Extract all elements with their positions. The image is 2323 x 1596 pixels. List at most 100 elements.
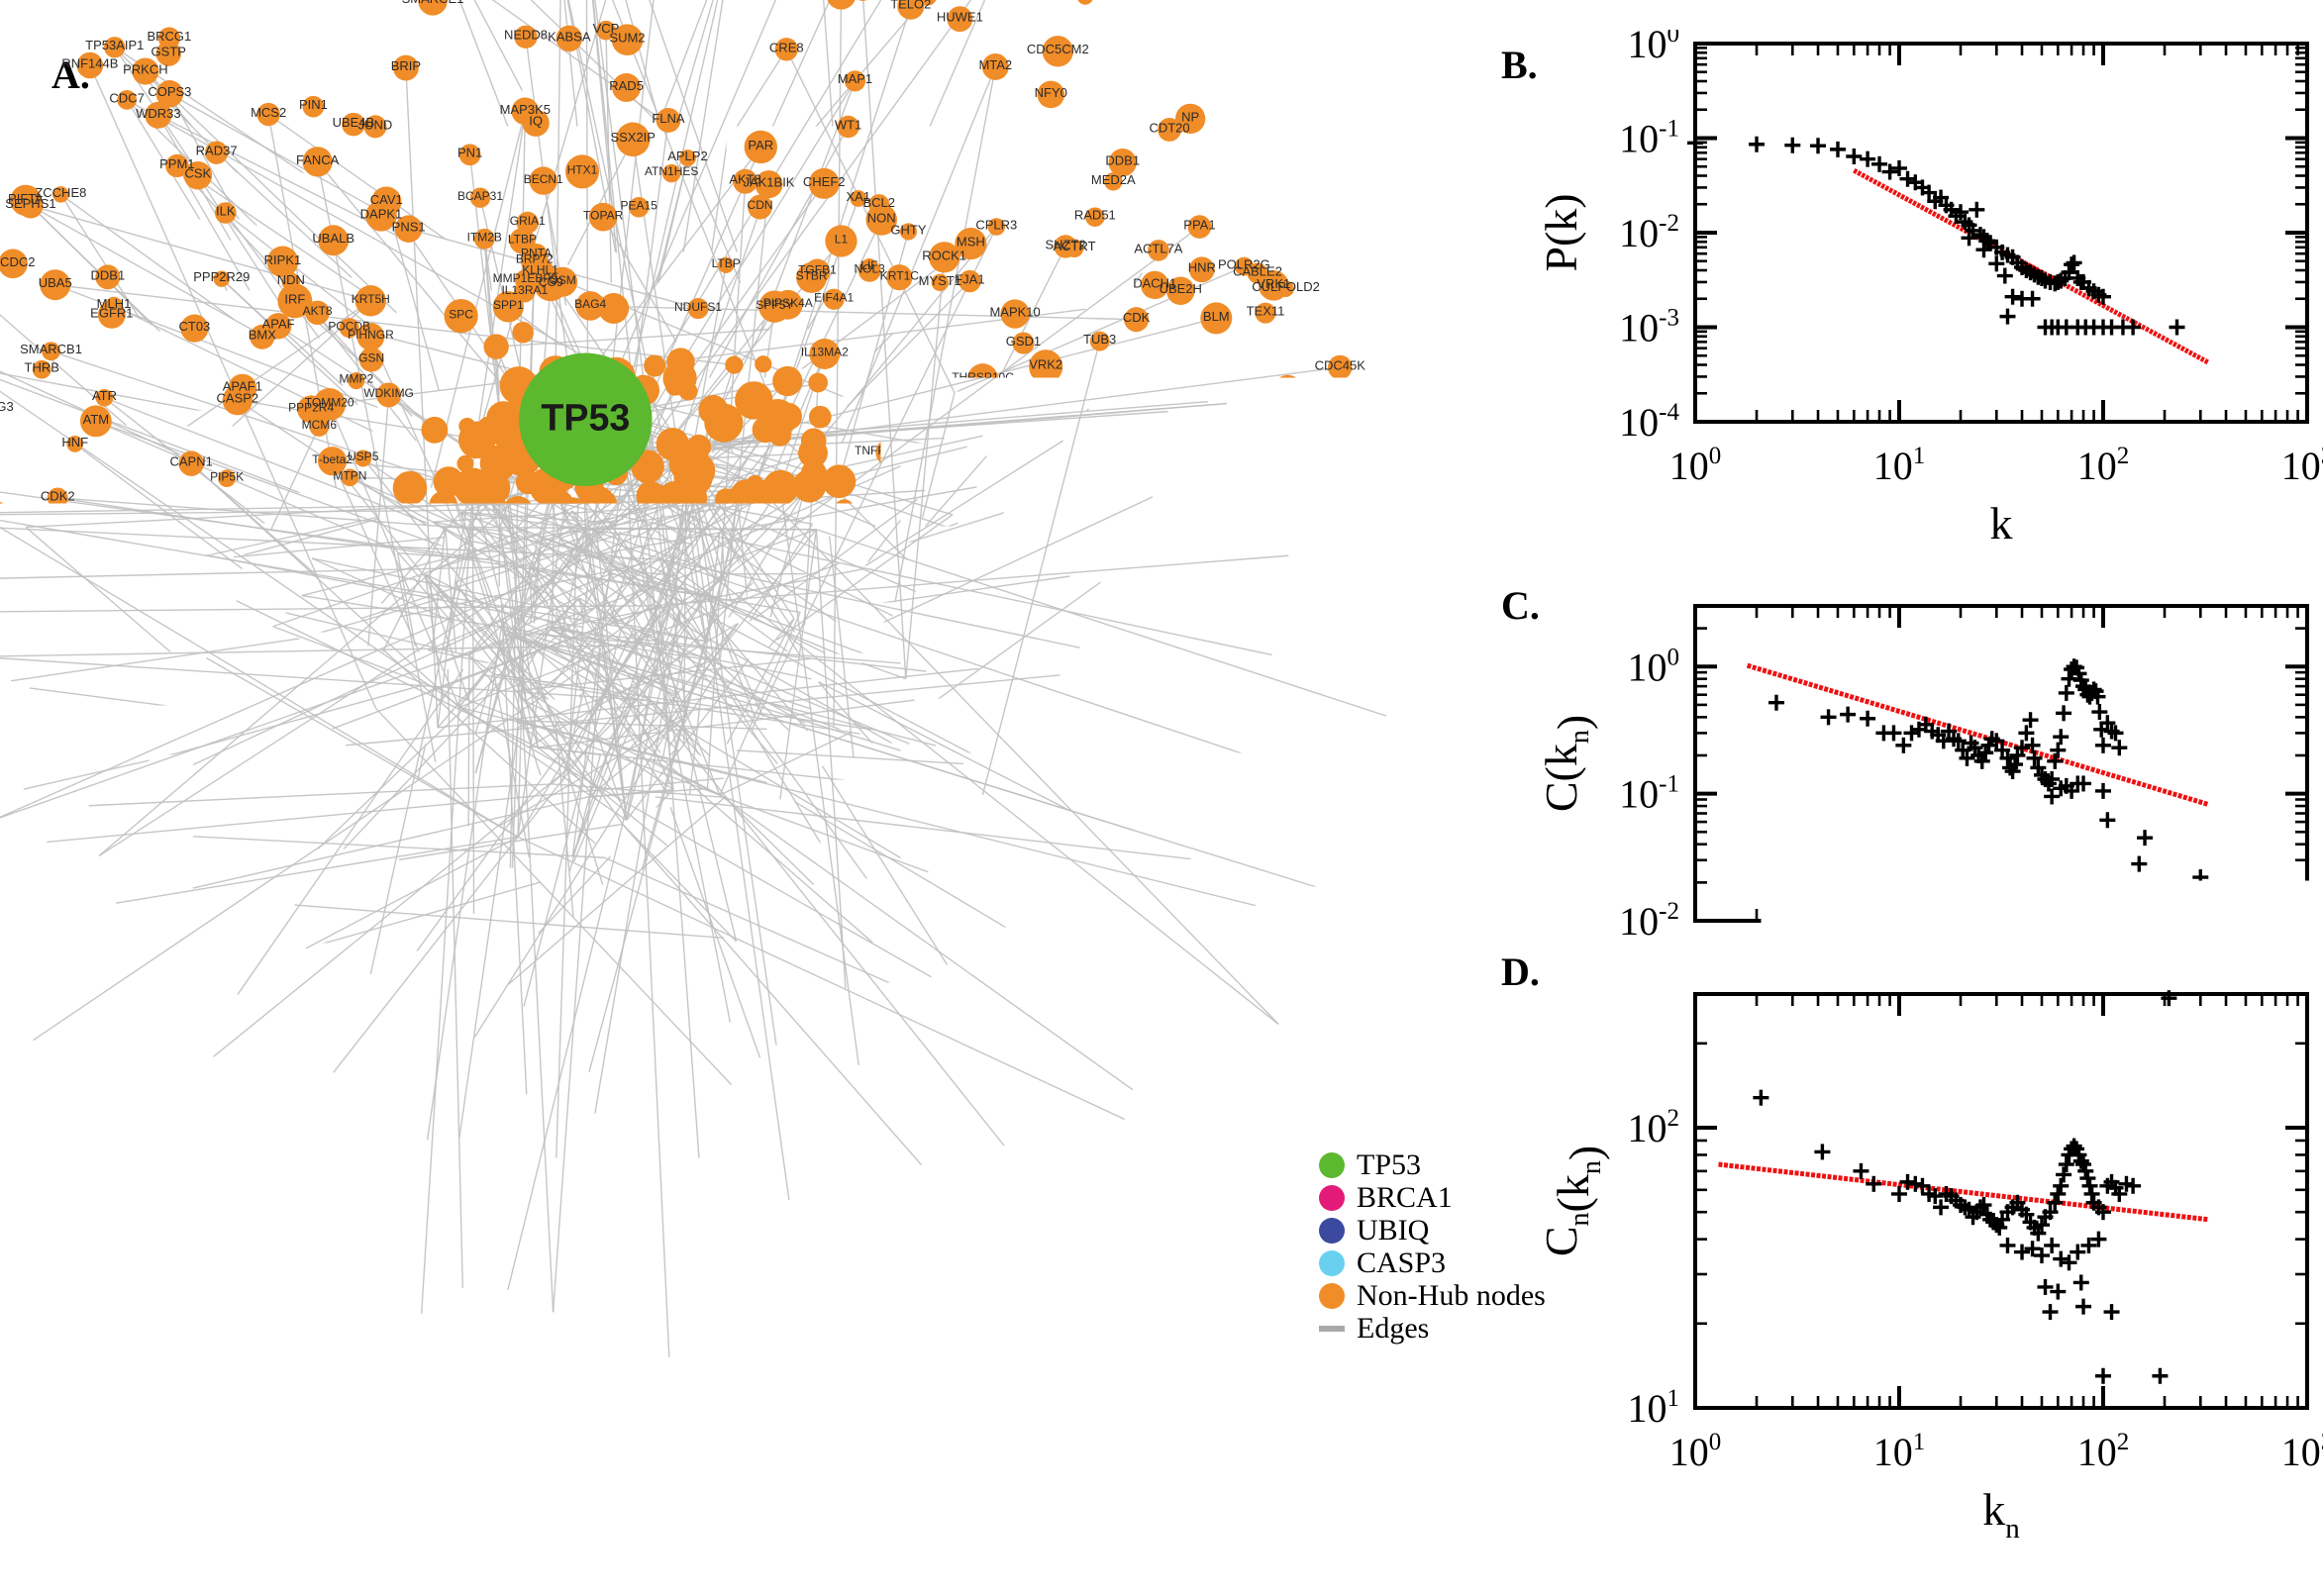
network-node[interactable] xyxy=(823,464,857,498)
network-node[interactable] xyxy=(709,517,736,544)
network-node[interactable] xyxy=(429,491,457,520)
network-node[interactable] xyxy=(752,607,771,627)
network-node[interactable] xyxy=(715,488,737,510)
network-node[interactable] xyxy=(686,435,711,459)
network-node[interactable] xyxy=(421,417,448,444)
network-node[interactable] xyxy=(586,569,604,587)
network-node[interactable] xyxy=(459,817,478,836)
network-node[interactable] xyxy=(609,540,628,558)
network-node[interactable] xyxy=(774,403,802,431)
network-node[interactable] xyxy=(600,840,623,862)
network-node[interactable] xyxy=(549,818,582,851)
network-node[interactable] xyxy=(459,514,487,542)
network-node[interactable] xyxy=(538,661,562,686)
network-node[interactable] xyxy=(495,755,511,771)
network-node[interactable] xyxy=(685,706,715,736)
network-node[interactable] xyxy=(755,355,771,372)
network-node[interactable] xyxy=(512,322,534,344)
network-node[interactable] xyxy=(460,758,491,789)
network-node[interactable] xyxy=(756,505,795,545)
network-node[interactable] xyxy=(843,668,863,689)
network-node[interactable] xyxy=(854,745,878,769)
network-node[interactable] xyxy=(793,469,827,503)
network-node[interactable] xyxy=(503,430,522,449)
network-node[interactable] xyxy=(773,490,790,507)
network-node[interactable] xyxy=(458,418,475,435)
network-node[interactable] xyxy=(691,603,708,620)
network-node[interactable] xyxy=(834,499,855,520)
network-node[interactable] xyxy=(427,717,450,740)
network-node[interactable] xyxy=(501,607,523,629)
network-node[interactable] xyxy=(725,739,748,761)
network-node[interactable] xyxy=(558,497,586,525)
network-node[interactable] xyxy=(561,906,584,929)
network-node[interactable] xyxy=(646,484,669,508)
network-node[interactable] xyxy=(735,381,772,419)
network-node[interactable] xyxy=(638,528,656,547)
network-node[interactable] xyxy=(442,569,468,596)
network-node[interactable] xyxy=(771,791,788,808)
network-node[interactable] xyxy=(646,739,675,768)
network-node[interactable] xyxy=(753,417,779,444)
network-node[interactable] xyxy=(803,515,821,533)
network-node[interactable] xyxy=(411,751,446,786)
network-node[interactable] xyxy=(818,525,842,549)
network-node[interactable] xyxy=(801,429,827,454)
network-node[interactable] xyxy=(393,471,428,506)
network-node[interactable] xyxy=(474,489,499,514)
network-node[interactable] xyxy=(894,667,918,691)
network-node[interactable] xyxy=(644,354,665,376)
network-node[interactable] xyxy=(516,470,541,495)
network-node[interactable] xyxy=(858,641,884,667)
network-node[interactable] xyxy=(666,348,695,376)
network-node[interactable] xyxy=(684,486,708,510)
network-node[interactable] xyxy=(809,406,832,429)
network-node[interactable] xyxy=(484,822,509,847)
network-node[interactable] xyxy=(574,714,605,745)
network-node[interactable] xyxy=(496,555,520,579)
network-node[interactable] xyxy=(672,524,701,552)
network-node[interactable] xyxy=(420,612,448,640)
network-node[interactable] xyxy=(603,747,632,775)
network-node[interactable] xyxy=(449,697,469,718)
network-node[interactable] xyxy=(415,677,442,704)
network-node[interactable] xyxy=(633,848,652,867)
network-node[interactable] xyxy=(518,846,541,868)
network-node[interactable] xyxy=(805,668,832,695)
network-node[interactable] xyxy=(693,579,717,603)
network-node[interactable] xyxy=(640,701,668,730)
network-node[interactable] xyxy=(671,733,697,758)
network-node[interactable] xyxy=(725,355,743,373)
network-node[interactable] xyxy=(808,373,828,393)
network-node[interactable] xyxy=(726,612,750,636)
network-node[interactable] xyxy=(698,395,728,425)
network-node[interactable] xyxy=(502,496,533,527)
network-node[interactable] xyxy=(608,591,643,626)
network-node[interactable] xyxy=(466,725,484,743)
network-node[interactable] xyxy=(794,729,819,753)
network-node[interactable] xyxy=(389,551,425,587)
network-node[interactable] xyxy=(763,567,789,593)
network-node[interactable] xyxy=(819,711,850,742)
network-node[interactable] xyxy=(740,650,758,668)
network-node[interactable] xyxy=(569,606,607,644)
network-node[interactable] xyxy=(356,639,377,659)
network-node[interactable] xyxy=(772,366,802,396)
network-node[interactable] xyxy=(758,758,781,782)
network-node[interactable] xyxy=(380,534,402,555)
network-node[interactable] xyxy=(483,334,508,358)
network-node[interactable] xyxy=(630,549,658,577)
network-node[interactable] xyxy=(826,0,856,10)
network-node[interactable] xyxy=(478,417,498,437)
network-node[interactable] xyxy=(348,521,367,541)
network-node[interactable] xyxy=(468,604,502,638)
network-node[interactable] xyxy=(460,664,480,684)
network-node[interactable] xyxy=(710,764,737,791)
network-node[interactable] xyxy=(671,449,690,468)
network-node[interactable] xyxy=(558,524,596,561)
network-node[interactable] xyxy=(637,778,674,816)
network-node[interactable] xyxy=(759,843,780,863)
network-node[interactable] xyxy=(518,802,542,826)
network-node[interactable] xyxy=(456,455,473,472)
network-node[interactable] xyxy=(863,530,885,551)
